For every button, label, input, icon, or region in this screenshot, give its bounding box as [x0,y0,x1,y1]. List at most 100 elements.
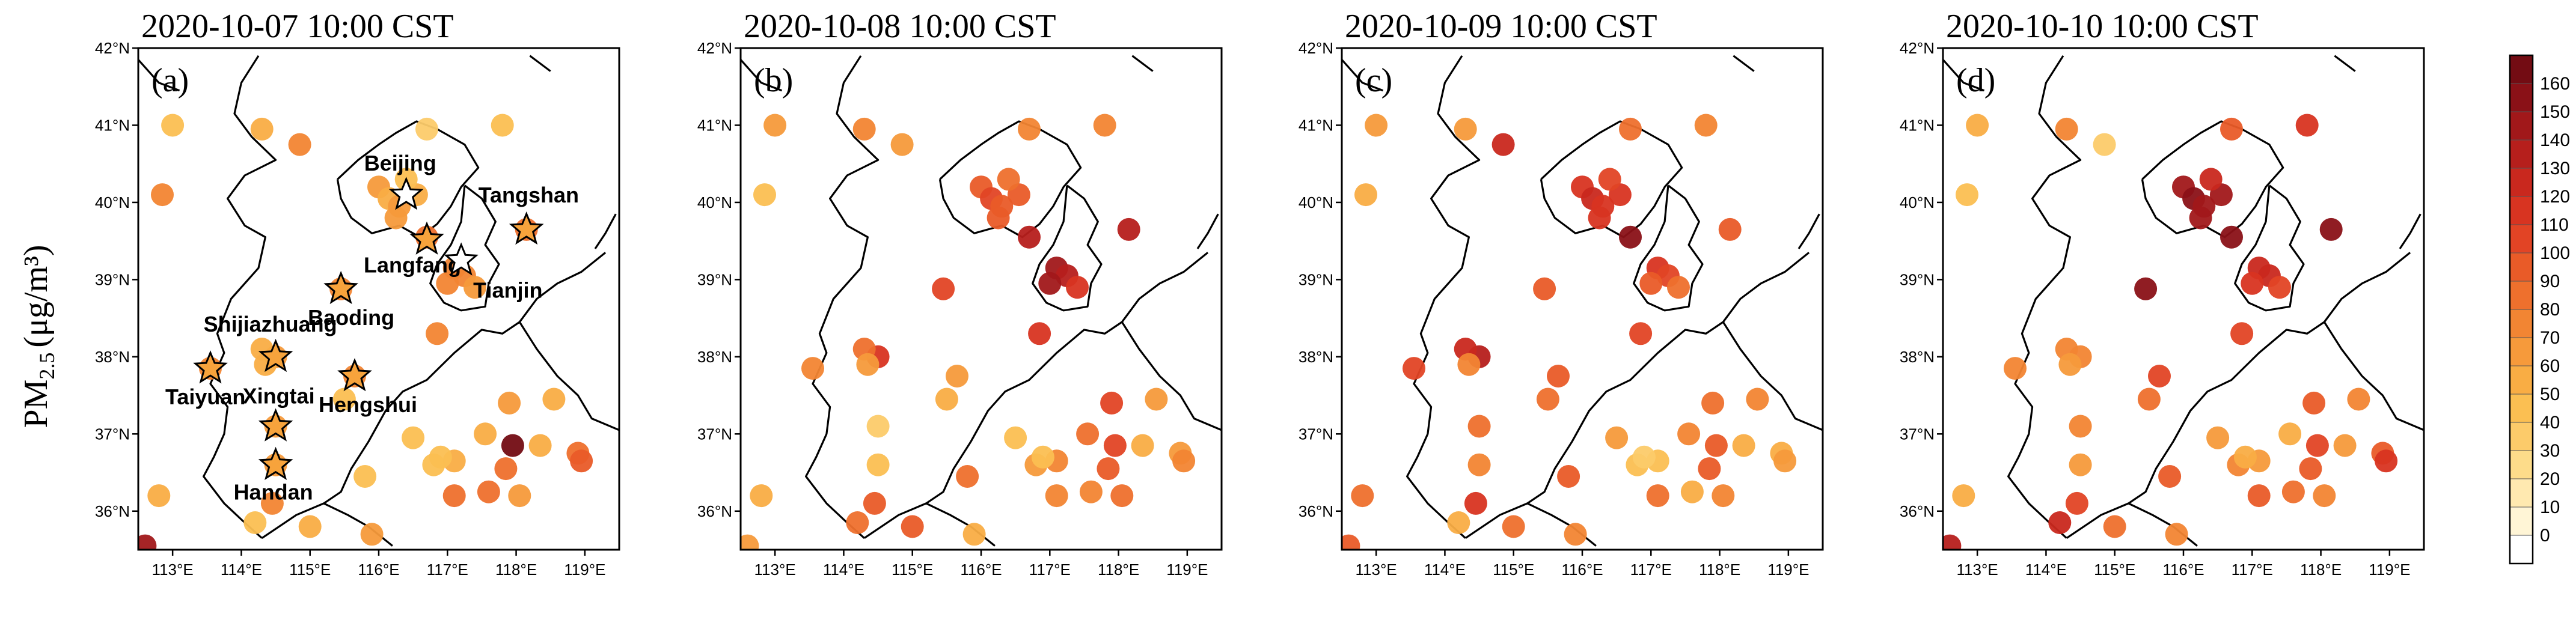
station-marker [494,457,518,481]
station-marker [1365,114,1388,137]
station-marker [2206,426,2230,449]
station-marker [1467,453,1491,476]
panel-frame [1942,47,2425,551]
station-marker [2055,117,2078,141]
station-marker [852,117,876,141]
station-marker [932,277,955,300]
station-marker [1467,415,1491,438]
station-marker [866,415,890,438]
station-marker [2165,523,2188,546]
station-marker [1464,491,1487,515]
lat-tick-label: 42°N [1900,39,1935,57]
lon-tick-label: 116°E [960,561,1002,579]
station-marker [2241,272,2264,295]
boundary-line [1121,321,1222,431]
lat-tick-label: 41°N [1299,116,1333,134]
boundary-line [1526,502,1597,547]
station-marker [1403,357,1425,380]
lon-tick-label: 116°E [358,561,399,579]
station-marker [570,449,593,473]
boundary-line [1131,55,1154,72]
station-marker [384,206,408,229]
panel-letter-d: (d) [1956,62,1995,99]
panel-frame [137,47,620,551]
city-label: Handan [234,480,313,505]
boundary-line [2066,252,2411,539]
boundary-line [2323,321,2424,431]
lon-tick-label: 119°E [1166,561,1208,579]
lat-tick-label: 39°N [1900,270,1935,288]
lat-tick-label: 40°N [1299,193,1333,211]
station-marker [1351,484,1374,508]
boundary-line [2399,213,2422,249]
colorbar-swatch [2509,83,2533,112]
station-marker [1956,183,1978,207]
station-marker [426,322,449,345]
station-marker [1966,114,1989,137]
station-marker [250,117,274,141]
station-marker [402,426,425,449]
colorbar-swatch [2509,55,2533,84]
boundary-line [2007,55,2082,539]
station-marker [1619,117,1642,141]
map-content-c [1342,55,1823,550]
station-marker [2103,515,2126,538]
lon-tick-label: 116°E [1561,561,1603,579]
lat-tick-label: 36°N [697,502,732,520]
station-marker [147,484,171,508]
colorbar-tick-label: 150 [2540,102,2570,122]
colorbar-swatch [2509,281,2533,310]
station-marker [1680,480,1704,503]
station-marker [1704,434,1728,457]
station-marker [1536,388,1559,411]
station-marker [1031,445,1054,469]
boundary-line [741,59,783,92]
station-marker [962,523,986,546]
station-marker [987,206,1010,229]
station-marker [1045,484,1068,508]
station-marker [1712,484,1735,508]
station-marker [2137,388,2161,411]
lon-tick-label: 118°E [2300,561,2342,579]
boundary-line [863,252,1209,539]
panel-title-b: 2020-10-08 10:00 CST [744,8,1056,45]
colorbar-tick-label: 110 [2540,215,2569,235]
station-marker [2278,422,2302,446]
station-marker [1533,277,1556,300]
station-marker [429,445,452,469]
lon-tick-label: 117°E [427,561,468,579]
station-marker [463,276,486,299]
boundary-line [1733,55,1755,72]
station-marker [1076,422,1100,446]
lat-tick-label: 36°N [95,502,130,520]
station-marker [901,515,924,538]
lat-tick-label: 40°N [95,193,130,211]
boundary-line [1342,59,1384,92]
colorbar-swatch [2509,535,2533,564]
colorbar-tick-label: 80 [2540,300,2560,320]
y-label-sub: 2.5 [35,353,59,380]
lon-tick-label: 119°E [2369,561,2410,579]
colorbar-swatch [2509,365,2533,395]
station-marker [243,511,267,534]
station-marker [1619,225,1642,249]
lon-tick-label: 117°E [2232,561,2273,579]
map-content-a: Beijing Tangshan Langfang Tianjin BaodingShi… [138,55,619,550]
lon-tick-label: 114°E [221,561,262,579]
station-marker [1502,515,1525,538]
lon-tick-label: 115°E [2094,561,2135,579]
colorbar-swatch [2509,422,2533,451]
boundary-line [1464,252,1810,539]
station-marker [1093,114,1116,137]
lat-tick-label: 36°N [1900,502,1935,520]
station-marker [1547,365,1570,388]
station-marker [1667,276,1690,299]
station-marker [498,391,521,415]
station-marker [1454,117,1477,141]
colorbar-tick-label: 0 [2540,526,2550,546]
lat-tick-label: 39°N [1299,270,1333,288]
station-marker [2347,388,2370,411]
panel-letter-a: (a) [151,62,189,99]
colorbar-swatch [2509,196,2533,225]
